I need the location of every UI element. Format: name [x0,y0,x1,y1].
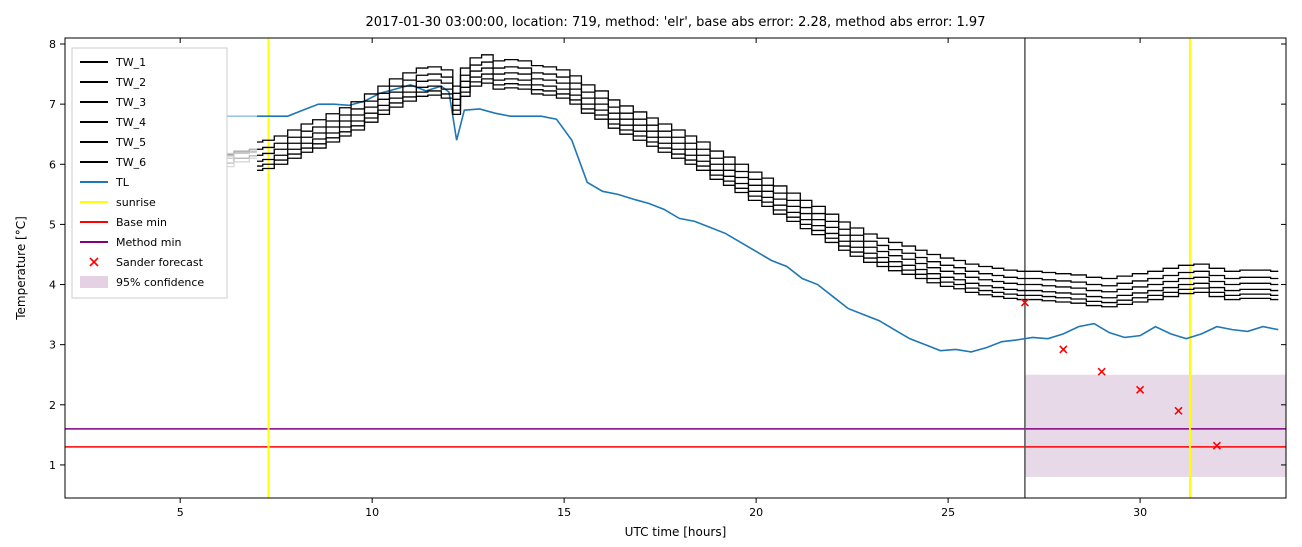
legend-label: TW_4 [115,116,146,129]
legend-label: sunrise [116,196,156,209]
legend-label: TW_6 [115,156,146,169]
x-tick-label: 20 [749,506,763,519]
legend-label: TW_5 [115,136,146,149]
chart-svg: 5 10 15 20 25 30 1 2 3 4 5 6 7 8 UTC time [hours] Tempe… [0,0,1302,547]
y-tick-label: 3 [49,339,56,352]
legend-label: Method min [116,236,182,249]
legend-label: TW_3 [115,96,146,109]
legend-label: 95% confidence [116,276,204,289]
y-tick-label: 4 [49,279,56,292]
confidence-patch [1025,375,1286,477]
legend-label: TW_2 [115,76,146,89]
legend-label: Base min [116,216,167,229]
y-tick-label: 1 [49,459,56,472]
y-tick-label: 8 [49,38,56,51]
y-tick-label: 2 [49,399,56,412]
y-tick-label: 7 [49,98,56,111]
chart-container: 5 10 15 20 25 30 1 2 3 4 5 6 7 8 UTC time [hours] Tempe… [0,0,1302,547]
x-tick-label: 25 [941,506,955,519]
legend: TW_1 TW_2 TW_3 TW_4 TW_5 TW_6 TL sunrise Base mi… [72,48,227,298]
chart-title: 2017-01-30 03:00:00, location: 719, meth… [366,15,986,30]
y-tick-label: 5 [49,218,56,231]
y-axis-label: Temperature [°C] [14,216,28,321]
x-tick-label: 15 [557,506,571,519]
y-tick-label: 6 [49,158,56,171]
x-axis-label: UTC time [hours] [625,525,727,539]
x-tick-label: 5 [177,506,184,519]
legend-label: Sander forecast [116,256,204,269]
x-tick-label: 30 [1133,506,1147,519]
x-tick-label: 10 [365,506,379,519]
legend-label: TW_1 [115,56,146,69]
legend-patch [80,276,108,288]
legend-label: TL [115,176,130,189]
